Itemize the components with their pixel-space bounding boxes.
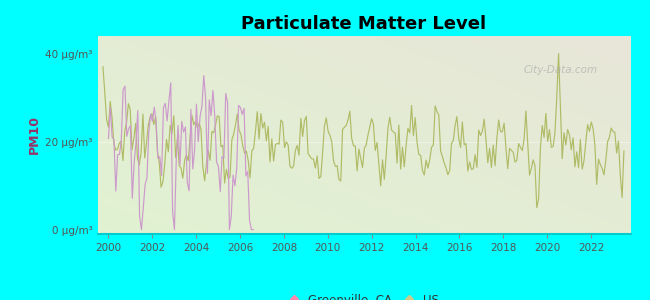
Legend: Greenville, CA, US: Greenville, CA, US: [285, 289, 443, 300]
Text: City-Data.com: City-Data.com: [524, 65, 598, 75]
Y-axis label: PM10: PM10: [28, 116, 41, 154]
Title: Particulate Matter Level: Particulate Matter Level: [241, 15, 487, 33]
